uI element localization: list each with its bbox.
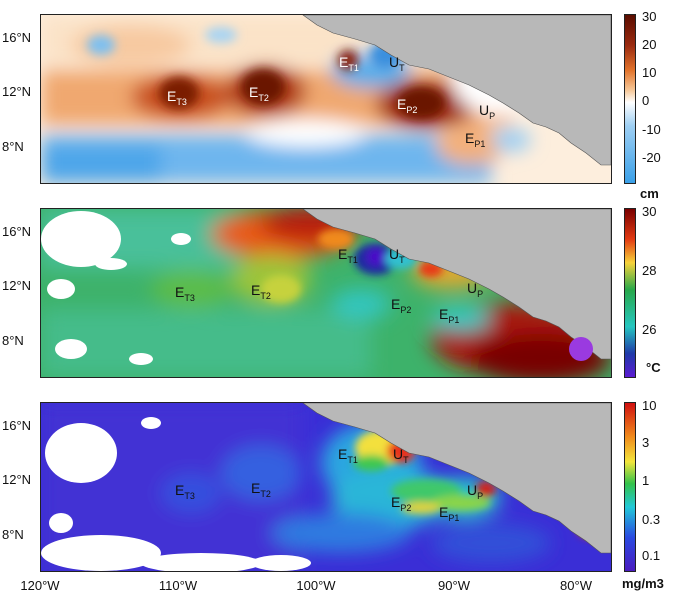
colorbar-label: 1 xyxy=(642,473,650,488)
annotations: ET3 ET2 ET1 UT EP2 UP EP1 xyxy=(167,54,495,149)
sst-colorbar xyxy=(624,208,636,378)
land-mass xyxy=(302,15,611,166)
sea-level-map: ET3 ET2 ET1 UT EP2 UP EP1 xyxy=(41,15,611,183)
lat-label: 16°N xyxy=(2,418,32,433)
colorbar-label: 20 xyxy=(642,37,657,52)
lat-label: 8°N xyxy=(2,139,24,154)
sea-level-colorbar xyxy=(624,14,636,184)
annotations: ET1 UT ET3 ET2 UP EP2 EP1 xyxy=(175,246,483,325)
colorbar-label: 0 xyxy=(642,93,650,108)
lat-label: 12°N xyxy=(2,278,32,293)
chlorophyll-panel: ET1 UT ET3 ET2 UP EP2 EP1 xyxy=(40,402,612,572)
sea-level-panel: ET3 ET2 ET1 UT EP2 UP EP1 xyxy=(40,14,612,184)
lon-label: 120°W xyxy=(20,578,60,593)
colorbar-label: 10 xyxy=(642,65,657,80)
lon-label: 80°W xyxy=(560,578,592,593)
lat-label: 12°N xyxy=(2,472,32,487)
annotation-ep2: EP2 xyxy=(391,494,411,513)
colorbar-label: -20 xyxy=(642,150,661,165)
annotation-et2: ET2 xyxy=(251,480,271,499)
colorbar-label: 28 xyxy=(642,263,657,278)
annotation-ep1: EP1 xyxy=(439,306,459,325)
colorbar-label: 30 xyxy=(642,9,657,24)
lat-label: 8°N xyxy=(2,527,24,542)
colorbar-label: -10 xyxy=(642,122,661,137)
annotation-et3: ET3 xyxy=(175,284,195,303)
annotation-ut: UT xyxy=(389,54,405,73)
annotation-et1: ET1 xyxy=(338,446,358,465)
lon-label: 90°W xyxy=(438,578,470,593)
colorbar-label: 10 xyxy=(642,398,657,413)
annotation-up: UP xyxy=(467,280,483,299)
colorbar-label: 26 xyxy=(642,322,657,337)
sst-panel: ET1 UT ET3 ET2 UP EP2 EP1 xyxy=(40,208,612,378)
lat-label: 16°N xyxy=(2,30,32,45)
annotation-et3: ET3 xyxy=(167,88,187,107)
lat-label: 12°N xyxy=(2,84,32,99)
annotation-ep1: EP1 xyxy=(465,130,485,149)
colorbar-unit: °C xyxy=(646,360,661,375)
land-mass xyxy=(302,403,611,554)
colorbar-label: 0.1 xyxy=(642,548,661,563)
lat-label: 8°N xyxy=(2,333,24,348)
chlorophyll-colorbar xyxy=(624,402,636,572)
colorbar-unit: mg/m3 xyxy=(622,576,664,591)
annotation-ep2: EP2 xyxy=(391,296,411,315)
annotation-ep2: EP2 xyxy=(397,96,417,115)
annotation-ut: UT xyxy=(393,446,409,465)
annotation-et2: ET2 xyxy=(249,84,269,103)
annotation-et1: ET1 xyxy=(339,54,359,73)
annotation-up: UP xyxy=(467,482,483,501)
annotation-et1: ET1 xyxy=(338,246,358,265)
annotation-et2: ET2 xyxy=(251,282,271,301)
colorbar-label: 3 xyxy=(642,435,650,450)
colorbar-label: 30 xyxy=(642,204,657,219)
lon-label: 100°W xyxy=(296,578,336,593)
sst-map: ET1 UT ET3 ET2 UP EP2 EP1 xyxy=(41,209,611,377)
lat-label: 16°N xyxy=(2,224,32,239)
annotation-up: UP xyxy=(479,102,495,121)
lon-label: 110°W xyxy=(158,578,198,593)
colorbar-label: 0.3 xyxy=(642,512,661,527)
colorbar-unit: cm xyxy=(640,186,659,201)
annotation-et3: ET3 xyxy=(175,482,195,501)
annotations: ET1 UT ET3 ET2 UP EP2 EP1 xyxy=(175,446,483,523)
annotation-ep1: EP1 xyxy=(439,504,459,523)
chlorophyll-map: ET1 UT ET3 ET2 UP EP2 EP1 xyxy=(41,403,611,571)
annotation-ut: UT xyxy=(389,246,405,265)
land-mass xyxy=(302,209,611,360)
